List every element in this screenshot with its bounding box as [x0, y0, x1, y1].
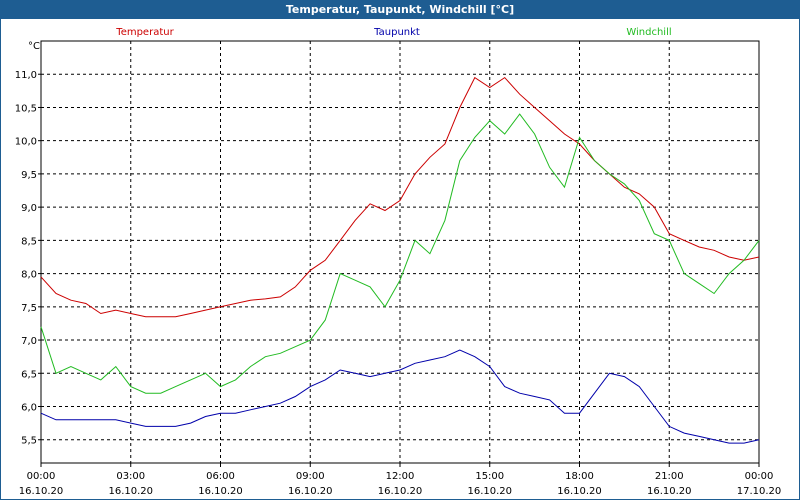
y-tick-label: 10,0	[15, 137, 37, 148]
x-tick-time: 06:00	[206, 471, 235, 482]
x-tick-time: 21:00	[655, 471, 684, 482]
legend-windchill: Windchill	[626, 27, 671, 38]
series-line-taupunkt	[40, 349, 760, 444]
legend-temperatur: Temperatur	[115, 27, 174, 38]
x-tick-time: 00:00	[745, 471, 774, 482]
series-line-windchill	[40, 113, 760, 394]
x-tick-time: 09:00	[296, 471, 325, 482]
y-tick-label: 6,5	[21, 369, 37, 380]
x-tick-date: 16.10.20	[467, 486, 512, 497]
x-tick-date: 16.10.20	[378, 486, 423, 497]
y-tick-label: 7,5	[21, 303, 37, 314]
y-tick-label: 6,0	[21, 403, 37, 414]
x-tick-date: 16.10.20	[557, 486, 602, 497]
y-tick-label: 5,5	[21, 436, 37, 447]
x-tick-time: 00:00	[27, 471, 56, 482]
y-tick-label: 8,5	[21, 236, 37, 247]
y-tick-label: 10,5	[15, 103, 37, 114]
x-tick-time: 18:00	[565, 471, 594, 482]
x-tick-time: 03:00	[116, 471, 145, 482]
y-tick-label: 7,0	[21, 336, 37, 347]
x-tick-time: 12:00	[386, 471, 415, 482]
x-tick-time: 15:00	[475, 471, 504, 482]
x-tick-date: 16.10.20	[19, 486, 64, 497]
y-tick-label: 11,0	[15, 70, 37, 81]
x-tick-date: 16.10.20	[108, 486, 153, 497]
legend-taupunkt: Taupunkt	[373, 27, 420, 38]
series-line-temperatur	[40, 76, 760, 318]
x-tick-date: 17.10.20	[737, 486, 782, 497]
x-tick-date: 16.10.20	[288, 486, 333, 497]
y-tick-label: 9,5	[21, 170, 37, 181]
y-axis-unit: °C	[28, 41, 40, 52]
x-tick-date: 16.10.20	[647, 486, 692, 497]
y-tick-label: 8,0	[21, 270, 37, 281]
y-tick-label: 9,0	[21, 203, 37, 214]
x-tick-date: 16.10.20	[198, 486, 243, 497]
window-title: Temperatur, Taupunkt, Windchill [°C]	[1, 1, 799, 19]
